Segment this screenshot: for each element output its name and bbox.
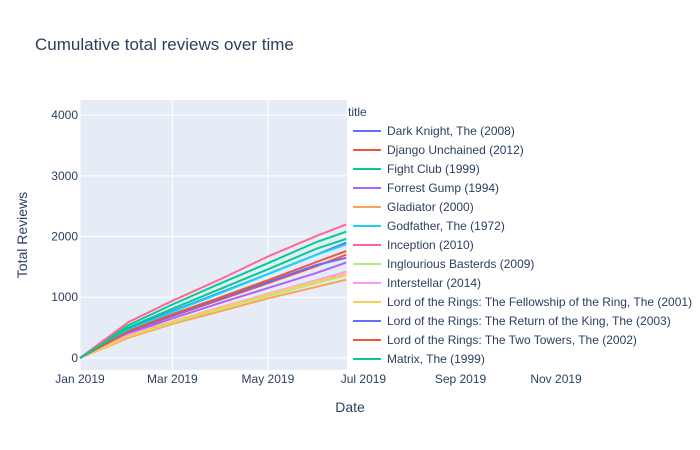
x-tick-label: Jul 2019: [341, 372, 387, 386]
y-gridlines: [80, 114, 347, 359]
series-line: [79, 243, 347, 359]
series-lines: [79, 223, 347, 359]
y-tick-label: 4000: [51, 108, 78, 122]
series-line: [79, 223, 347, 359]
legend-item-label: Forrest Gump (1994): [387, 181, 499, 195]
x-axis-ticks: Jan 2019 Mar 2019 May 2019 Jul 2019 Sep 2019…: [55, 372, 582, 386]
x-tick-label: Nov 2019: [530, 372, 582, 386]
legend-item-label: Fight Club (1999): [387, 162, 480, 176]
chart-title: Cumulative total reviews over time: [35, 35, 294, 54]
legend-item-label: Dark Knight, The (2008): [387, 124, 515, 138]
legend-item-label: Godfather, The (1972): [387, 219, 505, 233]
y-tick-label: 1000: [51, 290, 78, 304]
legend-item-label: Interstellar (2014): [387, 276, 481, 290]
legend-item-label: Lord of the Rings: The Two Towers, The (…: [387, 333, 637, 347]
y-axis-title: Total Reviews: [14, 192, 30, 278]
x-tick-label: May 2019: [242, 372, 295, 386]
legend-item-label: Lord of the Rings: The Fellowship of the…: [387, 295, 692, 309]
legend-item-label: Lord of the Rings: The Return of the Kin…: [387, 314, 671, 328]
series-line: [79, 278, 347, 359]
x-tick-label: Sep 2019: [435, 372, 487, 386]
legend: title Dark Knight, The (2008) Django Unch…: [348, 105, 692, 366]
y-axis-ticks: 0 1000 2000 3000 4000: [51, 108, 78, 365]
legend-item-label: Django Unchained (2012): [387, 143, 524, 157]
legend-item-label: Inglourious Basterds (2009): [387, 257, 534, 271]
x-gridlines: [79, 100, 269, 370]
y-tick-label: 2000: [51, 230, 78, 244]
legend-item-label: Inception (2010): [387, 238, 474, 252]
series-line: [79, 230, 347, 359]
series-line: [79, 237, 347, 359]
y-tick-label: 0: [71, 351, 78, 365]
x-tick-label: Mar 2019: [147, 372, 198, 386]
series-line: [79, 250, 347, 359]
legend-item-label: Matrix, The (1999): [387, 352, 485, 366]
legend-title: title: [348, 105, 367, 119]
x-tick-label: Jan 2019: [55, 372, 105, 386]
series-line: [79, 273, 347, 359]
series-line: [79, 261, 347, 359]
x-axis-title: Date: [335, 399, 365, 415]
legend-item-label: Gladiator (2000): [387, 200, 474, 214]
y-tick-label: 3000: [51, 169, 78, 183]
